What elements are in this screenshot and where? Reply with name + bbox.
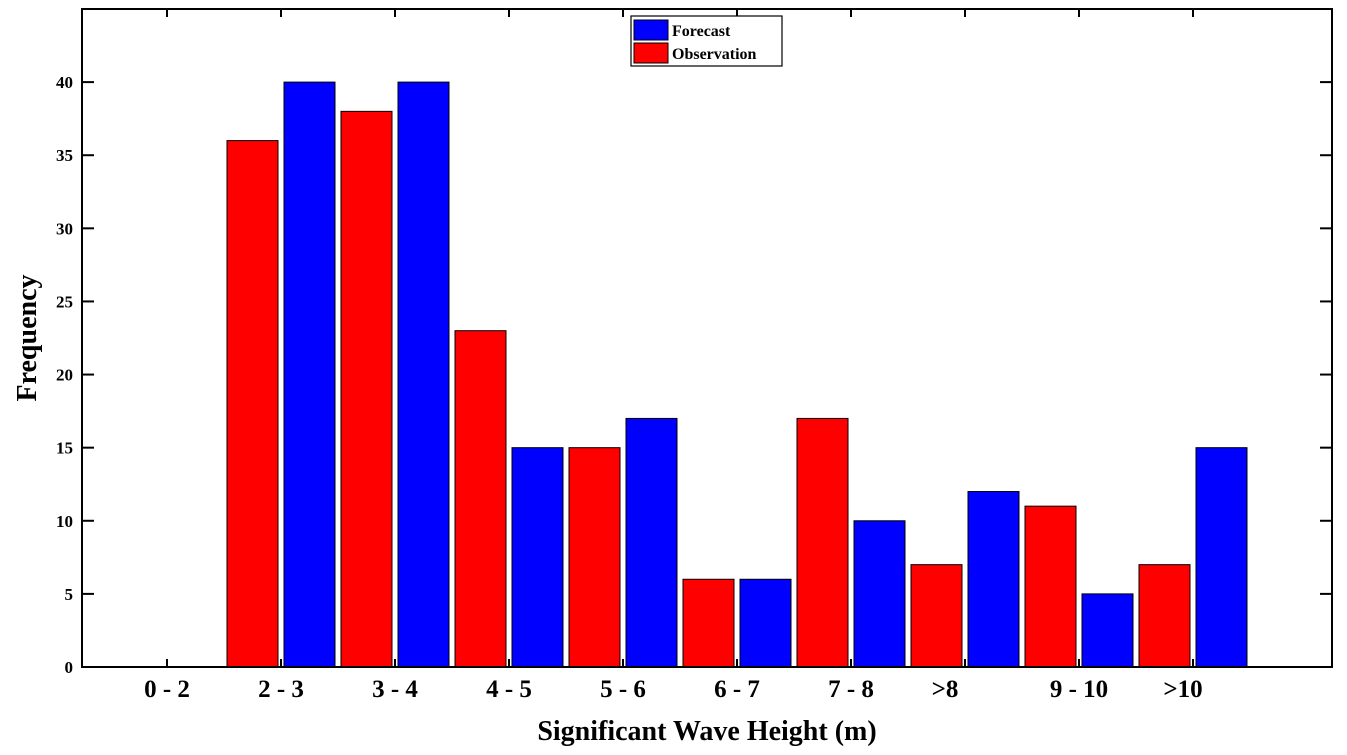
x-axis-title: Significant Wave Height (m) [537, 716, 876, 747]
bar-forecast-1 [283, 81, 336, 668]
ticks-group: 0 - 2 2 - 3 3 - 4 4 - 5 5 - 6 6 - 7 7 - 8 >8 9 -… [56, 9, 1332, 703]
bar-forecast-3 [511, 447, 564, 668]
bar-forecast-9 [1195, 447, 1248, 668]
y-tick-label-5: 25 [56, 292, 73, 311]
bar-observation-4 [568, 447, 621, 668]
bar-forecast-4 [625, 417, 678, 668]
y-tick-label-1: 5 [65, 585, 74, 604]
bars-group [226, 81, 1248, 668]
bar-forecast-7 [967, 491, 1020, 668]
y-tick-label-7: 35 [56, 146, 73, 165]
x-tick-label-3: 4 - 5 [486, 676, 532, 703]
y-tick-label-0: 0 [65, 658, 74, 677]
bar-observation-7 [910, 564, 963, 668]
x-tick-label-2: 3 - 4 [372, 676, 418, 703]
plot-frame [81, 8, 1333, 668]
x-tick-label-5: 6 - 7 [714, 676, 760, 703]
x-tick-label-9: >10 [1163, 676, 1202, 703]
bar-observation-2 [340, 110, 393, 668]
legend-swatch-observation [633, 42, 669, 64]
y-axis-title: Frequency [12, 274, 43, 401]
bar-forecast-5 [739, 578, 792, 668]
x-tick-label-4: 5 - 6 [600, 676, 646, 703]
bar-observation-1 [226, 140, 279, 668]
bar-observation-9 [1138, 564, 1191, 668]
legend: Forecast Observation [630, 15, 783, 67]
y-tick-label-3: 15 [56, 439, 73, 458]
legend-label-observation: Observation [672, 46, 757, 63]
legend-label-forecast: Forecast [672, 23, 731, 40]
bar-forecast-2 [397, 81, 450, 668]
bar-observation-6 [796, 417, 849, 668]
x-tick-label-1: 2 - 3 [258, 676, 304, 703]
x-tick-label-7: >8 [932, 676, 959, 703]
x-tick-label-0: 0 - 2 [144, 676, 190, 703]
x-tick-label-6: 7 - 8 [828, 676, 874, 703]
y-tick-label-4: 20 [56, 366, 73, 385]
y-tick-label-8: 40 [56, 73, 73, 92]
bar-observation-5 [682, 578, 735, 668]
y-tick-label-6: 30 [56, 219, 73, 238]
bar-forecast-8 [1081, 593, 1134, 668]
bar-observation-8 [1024, 505, 1077, 668]
bar-forecast-6 [853, 520, 906, 668]
x-tick-label-8: 9 - 10 [1050, 676, 1108, 703]
y-tick-label-2: 10 [56, 512, 73, 531]
bar-observation-3 [454, 330, 507, 668]
legend-swatch-forecast [633, 19, 669, 41]
